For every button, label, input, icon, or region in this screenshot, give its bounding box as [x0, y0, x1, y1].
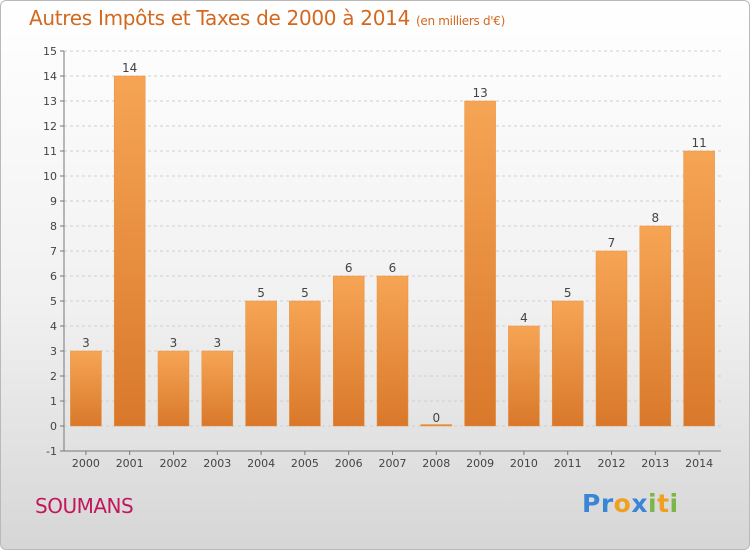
x-tick-label: 2000 [72, 457, 100, 470]
y-tick-label: 15 [43, 45, 57, 58]
x-tick-label: 2005 [291, 457, 319, 470]
data-label: 14 [122, 61, 137, 75]
y-tick-label: 2 [50, 370, 57, 383]
bar-2006 [332, 275, 365, 427]
x-tick-label: 2002 [160, 457, 188, 470]
unit-note: (en milliers d'€) [416, 14, 506, 28]
commune-name: SOUMANS [35, 494, 134, 518]
logo-letter: x [631, 489, 648, 518]
data-label: 3 [213, 336, 221, 350]
y-tick-label: 6 [50, 270, 57, 283]
data-label: 6 [389, 261, 397, 275]
x-tick-label: 2014 [685, 457, 713, 470]
x-tick-label: 2009 [466, 457, 494, 470]
logo-letter: r [600, 489, 614, 518]
chart-title-text: Autres Impôts et Taxes de 2000 à 2014 [29, 6, 410, 30]
y-tick-label: -1 [46, 445, 57, 458]
y-tick-label: 7 [50, 245, 57, 258]
x-tick-label: 2010 [510, 457, 538, 470]
logo-letter: t [657, 489, 670, 518]
data-label: 8 [651, 211, 659, 225]
data-label: 7 [608, 236, 616, 250]
bar-2011 [551, 300, 584, 427]
data-label: 5 [564, 286, 572, 300]
x-tick-label: 2008 [422, 457, 450, 470]
x-tick-label: 2013 [641, 457, 669, 470]
y-tick-label: 0 [50, 420, 57, 433]
y-tick-label: 5 [50, 295, 57, 308]
y-tick-label: 9 [50, 195, 57, 208]
data-label: 11 [691, 136, 706, 150]
chart-title: Autres Impôts et Taxes de 2000 à 2014 (en… [29, 6, 505, 30]
bar-2008 [420, 424, 453, 427]
x-tick-label: 2011 [554, 457, 582, 470]
y-tick-label: 12 [43, 120, 57, 133]
y-tick-label: 4 [50, 320, 57, 333]
bars [70, 75, 715, 427]
y-tick-label: 3 [50, 345, 57, 358]
bar-2003 [201, 350, 234, 427]
bar-2009 [464, 100, 496, 427]
data-label: 5 [257, 286, 265, 300]
y-tick-label: 11 [43, 145, 57, 158]
data-label: 4 [520, 311, 528, 325]
y-tick-label: 1 [50, 395, 57, 408]
proxiti-logo[interactable]: Proxiti [582, 489, 679, 518]
logo-letter: P [582, 489, 601, 518]
x-tick-label: 2003 [203, 457, 231, 470]
y-tick-label: 10 [43, 170, 57, 183]
data-label: 6 [345, 261, 353, 275]
bar-2004 [245, 300, 277, 427]
bar-2002 [157, 350, 190, 427]
bar-2010 [508, 325, 540, 427]
bar-2005 [289, 300, 321, 427]
bar-2014 [683, 150, 715, 427]
y-tick-label: 8 [50, 220, 57, 233]
data-label: 3 [82, 336, 90, 350]
logo-letter: i [669, 489, 679, 518]
bar-2013 [639, 225, 672, 427]
logo-letter: i [648, 489, 658, 518]
bar-2000 [70, 350, 102, 427]
x-tick-label: 2007 [379, 457, 407, 470]
x-tick-label: 2006 [335, 457, 363, 470]
data-label: 5 [301, 286, 309, 300]
y-tick-label: 13 [43, 95, 57, 108]
data-labels: 3 14 3 3 5 5 6 6 0 13 4 5 7 8 11 [82, 61, 707, 425]
x-tick-label: 2004 [247, 457, 275, 470]
logo-letter: o [613, 489, 632, 518]
y-tick-label: 14 [43, 70, 57, 83]
x-tick-label: 2001 [116, 457, 144, 470]
bar-2001 [113, 75, 146, 427]
bar-2012 [595, 250, 628, 427]
data-label: 13 [472, 86, 487, 100]
data-label: 3 [170, 336, 178, 350]
x-tick-label: 2012 [598, 457, 626, 470]
bar-2007 [376, 275, 409, 427]
data-label: 0 [432, 411, 440, 425]
